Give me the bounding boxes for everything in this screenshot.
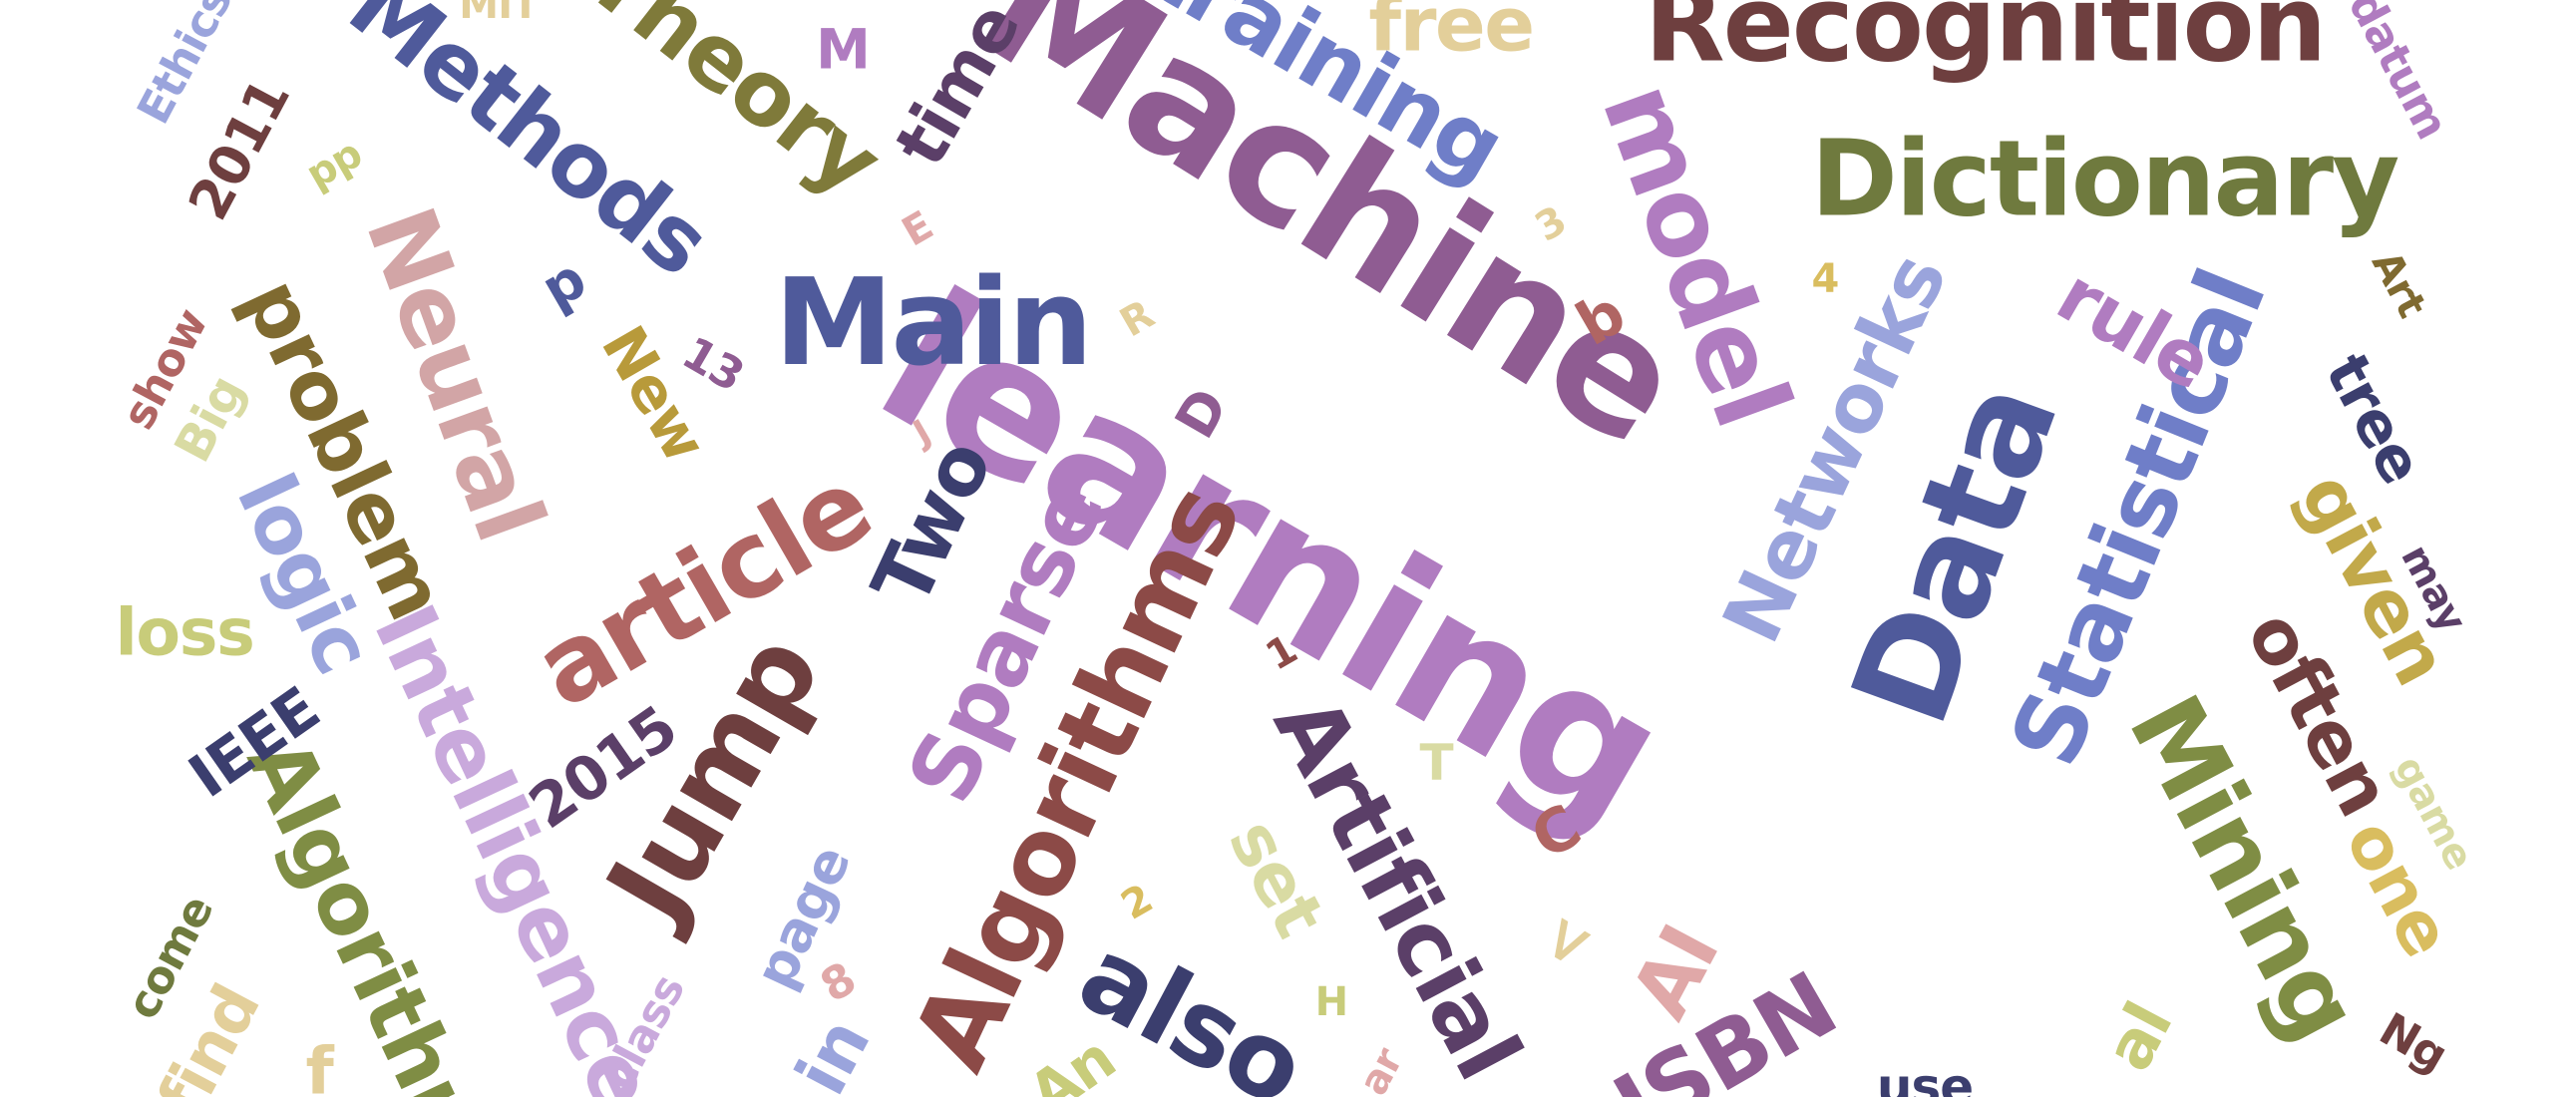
word-ar: ar [1350, 1041, 1412, 1097]
word-loss: loss [115, 595, 254, 671]
word-f: f [305, 1034, 334, 1097]
word-in: in [780, 1006, 886, 1097]
word-2011: 2011 [176, 69, 302, 230]
word-t: T [1419, 734, 1453, 792]
word-art: Art [2362, 243, 2435, 325]
word-4: 4 [1811, 256, 1839, 302]
word-tree: tree [2311, 343, 2436, 495]
word-h: H [1314, 979, 1348, 1025]
word-8: 8 [811, 951, 865, 1013]
word-use: use [1876, 1058, 1974, 1097]
word-e: E [895, 202, 940, 256]
word-al: al [2090, 991, 2188, 1083]
word-p: p [531, 246, 596, 321]
word-dictionary: Dictionary [1810, 118, 2400, 240]
word-recognition: Recognition [1644, 0, 2327, 86]
word-ng: Ng [2371, 1002, 2456, 1082]
word-free: free [1368, 0, 1535, 69]
word-main: Main [774, 254, 1093, 393]
word-r: R [1112, 291, 1162, 347]
word-m: M [816, 17, 871, 82]
word-pp: pp [298, 131, 370, 198]
word-lt: < [1523, 904, 1609, 981]
word-mit: MIT [459, 0, 539, 28]
